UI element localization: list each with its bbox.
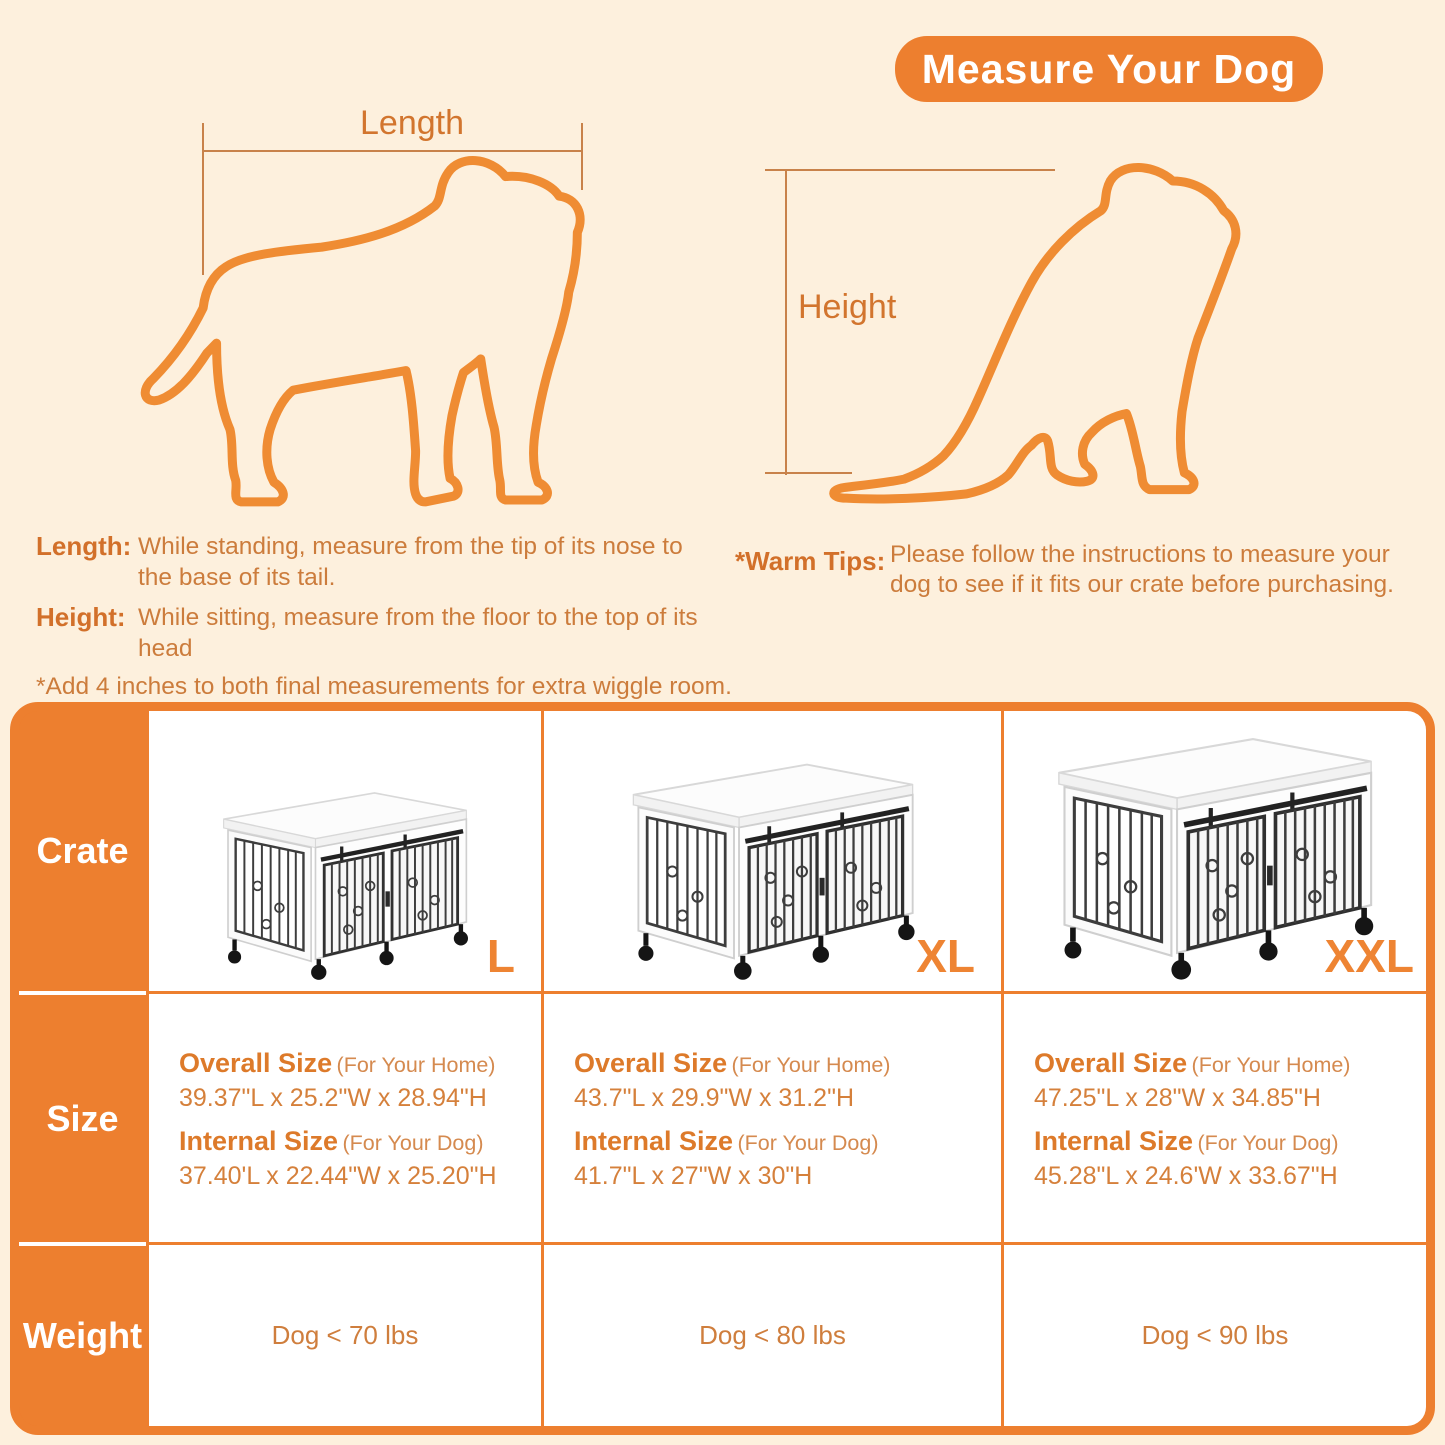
crate-xl-icon: [628, 752, 918, 981]
overall-size-label-xl: Overall Size: [574, 1048, 728, 1078]
weight-cell-xl: Dog < 80 lbs: [541, 1242, 1001, 1426]
internal-size-scope-xl: (For Your Dog): [737, 1131, 879, 1155]
length-instruction-label: Length:: [36, 531, 132, 561]
weight-value-xl: Dog < 80 lbs: [699, 1320, 846, 1350]
length-instruction: Length: While standing, measure from the…: [36, 531, 736, 593]
height-measure-line: [765, 169, 1055, 475]
overall-size-scope-xxl: (For Your Home): [1191, 1053, 1351, 1077]
size-table: Crate L XL XXL Size Overall Size (For Yo…: [10, 702, 1435, 1435]
crate-l-icon: [219, 782, 471, 981]
weight-cell-l: Dog < 70 lbs: [146, 1242, 541, 1426]
internal-size-scope-l: (For Your Dog): [342, 1131, 484, 1155]
crate-cell-xl: XL: [541, 711, 1001, 991]
row-header-crate: Crate: [19, 711, 146, 991]
internal-size-label-xxl: Internal Size: [1034, 1126, 1194, 1156]
overall-size-scope-xl: (For Your Home): [731, 1053, 891, 1077]
warm-tips: *Warm Tips: Please follow the instructio…: [735, 540, 1440, 600]
internal-size-value-xxl: 45.28"L x 24.6'W x 33.67"H: [1034, 1162, 1338, 1190]
overall-size-scope-l: (For Your Home): [336, 1053, 496, 1077]
height-instruction-label: Height:: [36, 602, 126, 632]
internal-size-value-l: 37.40'L x 22.44"W x 25.20"H: [179, 1162, 497, 1190]
size-cell-l: Overall Size (For Your Home) 39.37"L x 2…: [146, 991, 541, 1242]
size-letter-xl: XL: [916, 930, 975, 982]
title-badge: Measure Your Dog: [895, 36, 1323, 102]
wiggle-room-note: *Add 4 inches to both final measurements…: [36, 673, 732, 700]
row-header-size: Size: [19, 991, 146, 1242]
weight-cell-xxl: Dog < 90 lbs: [1001, 1242, 1426, 1426]
overall-size-value-xl: 43.7"L x 29.9"W x 31.2"H: [574, 1084, 855, 1112]
size-letter-xxl: XXL: [1324, 930, 1414, 982]
size-cell-xl: Overall Size (For Your Home) 43.7"L x 29…: [541, 991, 1001, 1242]
height-label: Height: [798, 288, 897, 326]
length-instruction-text: While standing, measure from the tip of …: [138, 533, 683, 591]
measuring-instructions: Length: While standing, measure from the…: [36, 531, 736, 701]
weight-value-l: Dog < 70 lbs: [271, 1320, 419, 1350]
standing-dog-outline-icon: [130, 123, 630, 530]
sitting-dog-figure: Height: [760, 140, 1260, 530]
internal-size-value-xl: 41.7"L x 27"W x 30"H: [574, 1162, 813, 1190]
internal-size-scope-xxl: (For Your Dog): [1197, 1131, 1339, 1155]
overall-size-label-l: Overall Size: [179, 1048, 333, 1078]
size-letter-l: L: [486, 930, 515, 982]
crate-cell-l: L: [146, 711, 541, 991]
row-header-weight: Weight: [19, 1242, 146, 1426]
overall-size-value-l: 39.37"L x 25.2"W x 28.94"H: [179, 1084, 487, 1112]
warm-tips-label: *Warm Tips:: [735, 546, 886, 576]
height-instruction: Height: While sitting, measure from the …: [36, 602, 736, 664]
page-title: Measure Your Dog: [921, 45, 1297, 92]
internal-size-label-l: Internal Size: [179, 1126, 339, 1156]
standing-dog-figure: Length: [130, 90, 630, 530]
length-label: Length: [360, 104, 464, 142]
sitting-dog-outline-icon: [765, 140, 1260, 530]
length-measure-line: [202, 123, 583, 275]
weight-value-xxl: Dog < 90 lbs: [1141, 1320, 1289, 1350]
internal-size-label-xl: Internal Size: [574, 1126, 734, 1156]
height-instruction-text: While sitting, measure from the floor to…: [138, 604, 698, 662]
crate-cell-xxl: XXL: [1001, 711, 1426, 991]
warm-tips-text: Please follow the instructions to measur…: [890, 541, 1394, 598]
size-cell-xxl: Overall Size (For Your Home) 47.25"L x 2…: [1001, 991, 1426, 1242]
overall-size-value-xxl: 47.25"L x 28"W x 34.85"H: [1034, 1084, 1321, 1112]
overall-size-label-xxl: Overall Size: [1034, 1048, 1188, 1078]
